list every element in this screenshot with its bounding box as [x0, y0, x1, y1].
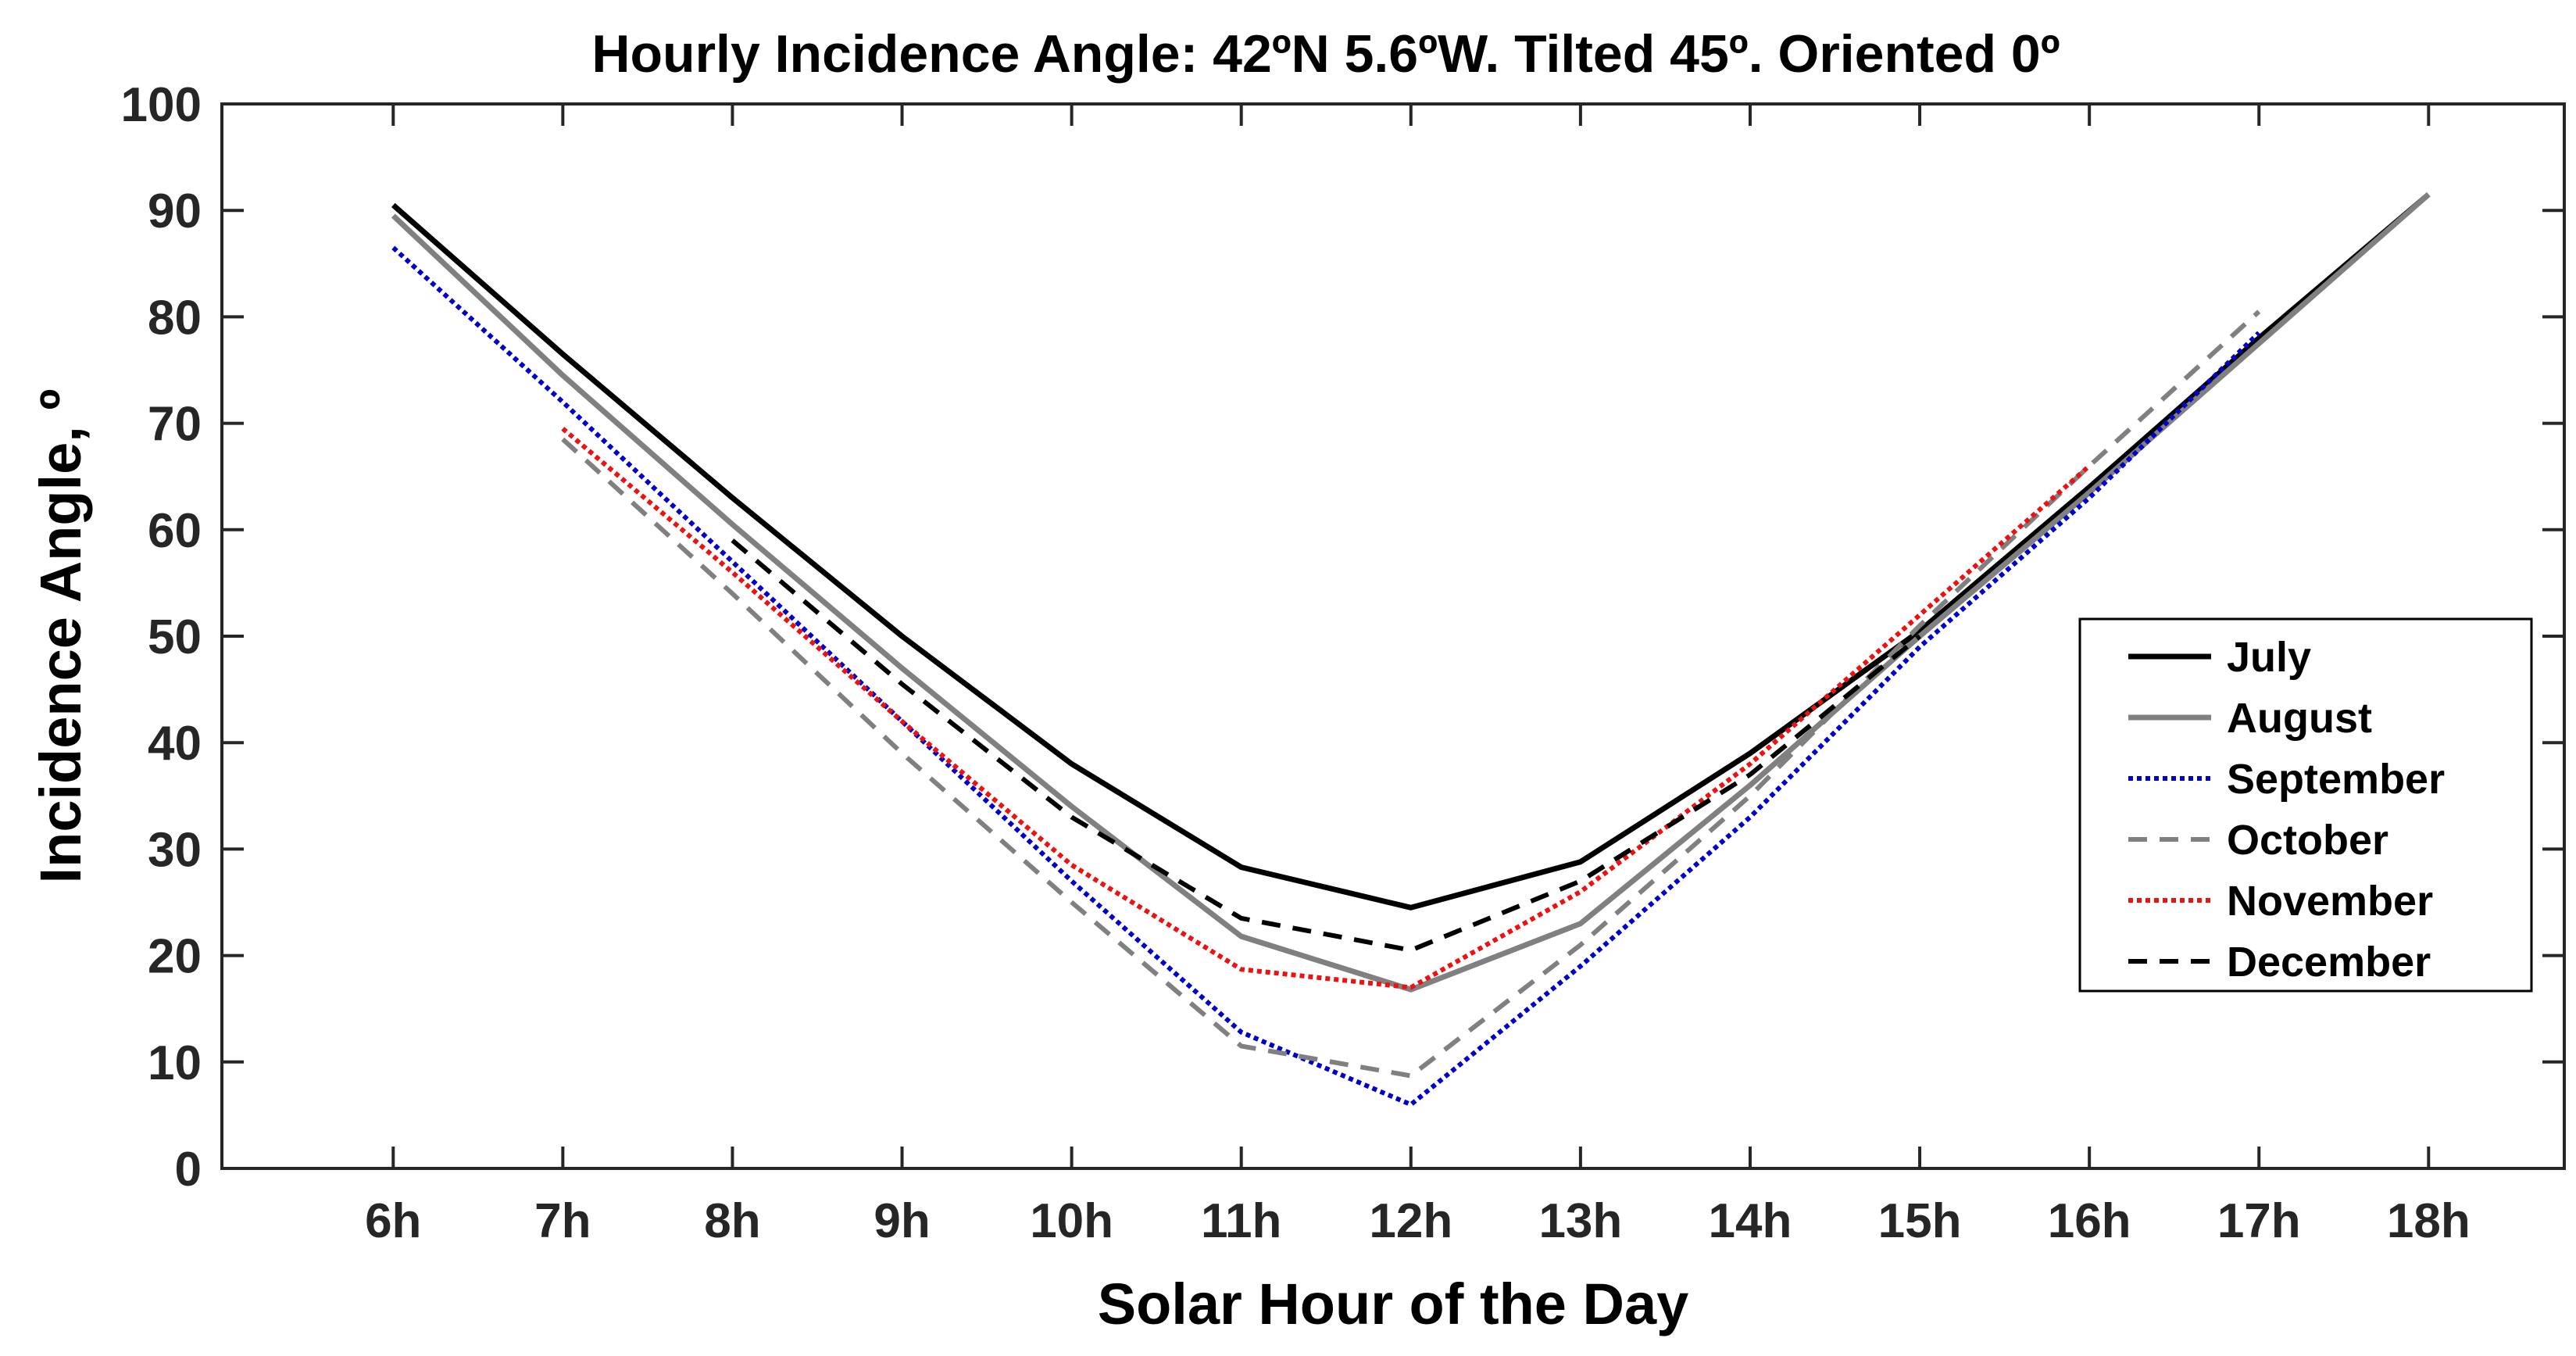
x-tick-label: 9h: [874, 1194, 930, 1248]
x-axis-label: Solar Hour of the Day: [1098, 1272, 1689, 1336]
y-tick-label: 20: [148, 930, 202, 984]
legend-label-september: September: [2227, 756, 2445, 803]
x-tick-label: 14h: [1709, 1194, 1792, 1248]
y-tick-label: 0: [175, 1143, 202, 1197]
y-axis: 0 10 20 30 40 50 60 70 80 90 100: [121, 78, 2564, 1197]
x-tick-label: 6h: [365, 1194, 421, 1248]
y-tick-label: 100: [121, 78, 202, 132]
y-tick-label: 80: [148, 291, 202, 345]
y-tick-label: 60: [148, 504, 202, 558]
legend-box: [2078, 617, 2533, 993]
legend-label-november: November: [2227, 878, 2433, 925]
series-line-october: [561, 309, 2261, 1079]
series-line-july: [391, 192, 2431, 911]
y-tick-label: 90: [148, 184, 202, 238]
legend-label-october: October: [2227, 817, 2388, 864]
x-tick-label: 8h: [704, 1194, 760, 1248]
legend-label-august: August: [2227, 695, 2372, 742]
series-line-september: [391, 245, 2261, 1107]
legend-label-december: December: [2227, 939, 2431, 986]
y-tick-label: 40: [148, 717, 202, 771]
x-tick-label: 10h: [1030, 1194, 1113, 1248]
x-tick-label: 17h: [2217, 1194, 2301, 1248]
x-tick-label: 13h: [1538, 1194, 1622, 1248]
x-tick-label: 16h: [2048, 1194, 2131, 1248]
y-axis-label: Incidence Angle, º: [28, 389, 93, 884]
y-tick-label: 70: [148, 398, 202, 452]
series-line-december: [731, 538, 1921, 953]
chart-title: Hourly Incidence Angle: 42ºN 5.6ºW. Tilt…: [591, 24, 2060, 84]
y-tick-label: 10: [148, 1036, 202, 1090]
legend: July August September October November Decemb…: [2078, 617, 2533, 993]
x-tick-label: 7h: [534, 1194, 591, 1248]
x-tick-label: 18h: [2387, 1194, 2471, 1248]
series-line-november: [561, 427, 2092, 990]
x-tick-label: 12h: [1369, 1194, 1452, 1248]
y-tick-label: 50: [148, 610, 202, 664]
legend-label-july: July: [2227, 634, 2311, 681]
x-tick-label: 11h: [1201, 1194, 1281, 1248]
series-layer: [391, 192, 2431, 1107]
y-tick-label: 30: [148, 823, 202, 877]
x-axis: 6h 7h 8h 9h 10h 11h 12h 13h 14h 15h 16h 17h 18h: [365, 104, 2471, 1248]
x-tick-label: 15h: [1878, 1194, 1962, 1248]
